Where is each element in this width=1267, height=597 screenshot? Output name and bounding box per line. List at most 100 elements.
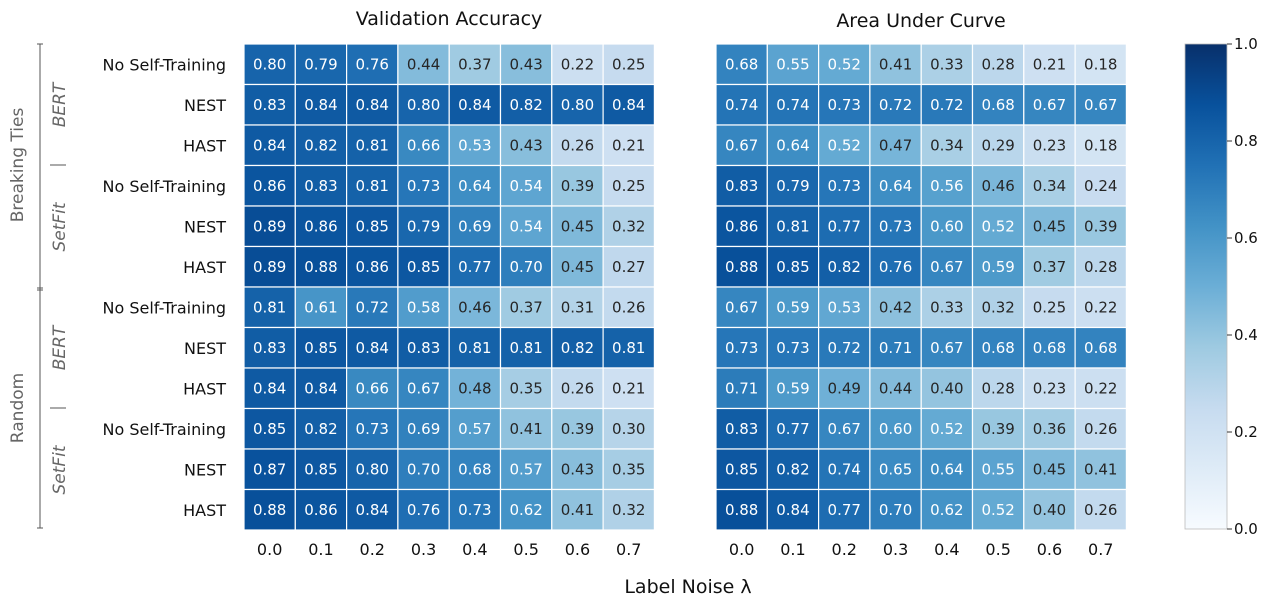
heatmap-cell — [346, 448, 399, 491]
cell-value-label: 0.24 — [1084, 177, 1117, 195]
cell-value-label: 0.22 — [561, 55, 594, 73]
heatmap-cell — [346, 367, 399, 410]
cell-value-label: 0.72 — [356, 298, 389, 316]
cell-value-label: 0.26 — [561, 379, 594, 397]
cell-value-label: 0.52 — [930, 420, 963, 438]
heatmap-cell — [499, 245, 553, 288]
x-tick-label: 0.1 — [780, 540, 805, 559]
row-labels: No Self-Training NEST HAST No Self-Training… — [103, 55, 227, 520]
heatmap-cell — [766, 245, 820, 288]
cell-value-label: 0.59 — [981, 258, 1014, 276]
cell-value-label: 0.85 — [776, 258, 809, 276]
heatmap-cell — [715, 205, 768, 248]
x-tick-label: 0.3 — [411, 540, 436, 559]
cell-value-label: 0.35 — [612, 460, 645, 478]
cell-value-label: 0.30 — [612, 420, 645, 438]
cell-value-label: 0.36 — [1033, 420, 1066, 438]
cell-value-label: 0.77 — [828, 217, 861, 235]
cell-value-label: 0.47 — [879, 136, 912, 154]
group-brackets — [37, 43, 66, 529]
cell-value-label: 0.43 — [561, 460, 594, 478]
cell-value-label: 0.85 — [407, 258, 440, 276]
colorbar-tick-label: 0.8 — [1234, 132, 1258, 150]
heatmap-cell — [971, 83, 1025, 126]
cell-value-label: 0.49 — [828, 379, 861, 397]
heatmap-cell — [294, 286, 348, 329]
cell-value-label: 0.83 — [725, 420, 758, 438]
heatmap-cell — [294, 407, 348, 450]
cell-value-label: 0.22 — [1084, 379, 1117, 397]
heatmap-cell — [602, 448, 655, 491]
heatmap-cell — [346, 488, 399, 531]
heatmap-cell — [1074, 205, 1127, 248]
cell-value-label: 0.52 — [981, 501, 1014, 519]
row-label: NEST — [184, 96, 226, 115]
cell-value-label: 0.59 — [776, 298, 809, 316]
heatmap-cell — [971, 286, 1025, 329]
row-label: NEST — [184, 460, 226, 479]
cell-value-label: 0.85 — [304, 339, 337, 357]
heatmap-cell — [817, 164, 871, 207]
heatmap-cell — [294, 448, 348, 491]
heatmap-cell — [715, 286, 768, 329]
heatmap-cell — [551, 164, 604, 207]
heatmap-cell — [920, 448, 974, 491]
model-label-bert-2: BERT — [50, 324, 70, 370]
cell-value-label: 0.21 — [612, 136, 645, 154]
heatmap-cell — [602, 326, 655, 369]
cell-value-label: 0.40 — [1033, 501, 1066, 519]
cell-value-label: 0.82 — [304, 420, 337, 438]
cell-value-label: 0.73 — [879, 217, 912, 235]
heatmap-cell — [1074, 367, 1127, 410]
panel-title-auc: Area Under Curve — [836, 10, 1005, 32]
cell-value-label: 0.52 — [981, 217, 1014, 235]
cell-value-label: 0.77 — [458, 258, 491, 276]
cell-value-label: 0.39 — [1084, 217, 1117, 235]
heatmap-cell — [602, 367, 655, 410]
cell-value-label: 0.73 — [458, 501, 491, 519]
heatmap-cell — [869, 326, 922, 369]
cell-value-label: 0.74 — [776, 96, 809, 114]
cell-value-label: 0.68 — [458, 460, 491, 478]
heatmap-cell — [869, 205, 922, 248]
heatmap-cell — [920, 286, 974, 329]
cell-value-label: 0.54 — [509, 217, 542, 235]
cell-value-label: 0.34 — [1033, 177, 1066, 195]
heatmap-cell — [817, 448, 871, 491]
heatmap-cell — [869, 83, 922, 126]
x-tick-label: 0.2 — [832, 540, 857, 559]
heatmap-cell — [499, 367, 553, 410]
cell-value-label: 0.82 — [509, 96, 542, 114]
cell-value-label: 0.62 — [930, 501, 963, 519]
cell-value-label: 0.81 — [776, 217, 809, 235]
cell-value-label: 0.54 — [509, 177, 542, 195]
x-tick-label: 0.7 — [1088, 540, 1113, 559]
heatmap-cell — [602, 488, 655, 531]
cell-value-label: 0.83 — [304, 177, 337, 195]
heatmap-cell — [397, 488, 450, 531]
heatmap-cell — [817, 488, 871, 531]
cell-value-label: 0.81 — [458, 339, 491, 357]
cell-value-label: 0.76 — [407, 501, 440, 519]
heatmap-cell — [294, 124, 348, 167]
cell-value-label: 0.56 — [930, 177, 963, 195]
cell-value-label: 0.84 — [356, 96, 389, 114]
cell-value-label: 0.41 — [509, 420, 542, 438]
heatmap-cell — [817, 205, 871, 248]
x-tick-label: 0.6 — [565, 540, 590, 559]
cell-value-label: 0.73 — [828, 177, 861, 195]
heatmap-cell — [499, 488, 553, 531]
cell-value-label: 0.85 — [725, 460, 758, 478]
cell-value-label: 0.79 — [304, 55, 337, 73]
cell-value-label: 0.46 — [458, 298, 491, 316]
cell-value-label: 0.41 — [879, 55, 912, 73]
cell-value-label: 0.32 — [612, 501, 645, 519]
cell-value-label: 0.43 — [509, 55, 542, 73]
cell-value-label: 0.80 — [407, 96, 440, 114]
heatmap-cell — [499, 407, 553, 450]
cell-value-label: 0.88 — [725, 258, 758, 276]
x-axis-label: Label Noise λ — [624, 576, 751, 597]
heatmap-cell — [448, 286, 502, 329]
cell-value-label: 0.26 — [1084, 420, 1117, 438]
heatmap-cell — [1023, 488, 1076, 531]
